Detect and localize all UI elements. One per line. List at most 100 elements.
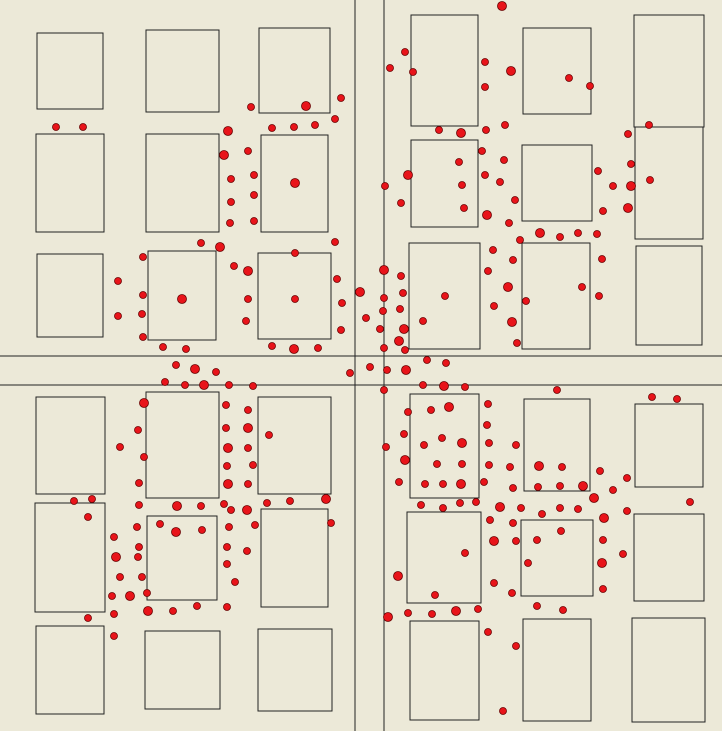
incident-marker[interactable] bbox=[244, 480, 252, 488]
incident-marker[interactable] bbox=[379, 265, 389, 275]
incident-marker[interactable] bbox=[382, 443, 390, 451]
incident-marker[interactable] bbox=[478, 147, 486, 155]
incident-marker[interactable] bbox=[88, 495, 96, 503]
incident-marker[interactable] bbox=[686, 498, 694, 506]
incident-marker[interactable] bbox=[135, 543, 143, 551]
incident-marker[interactable] bbox=[509, 484, 517, 492]
incident-marker[interactable] bbox=[125, 591, 135, 601]
incident-marker[interactable] bbox=[495, 502, 505, 512]
incident-marker[interactable] bbox=[594, 167, 602, 175]
incident-marker[interactable] bbox=[627, 160, 635, 168]
incident-marker[interactable] bbox=[110, 632, 118, 640]
incident-marker[interactable] bbox=[599, 585, 607, 593]
incident-marker[interactable] bbox=[593, 230, 601, 238]
incident-marker[interactable] bbox=[380, 344, 388, 352]
incident-marker[interactable] bbox=[484, 400, 492, 408]
incident-marker[interactable] bbox=[244, 295, 252, 303]
incident-marker[interactable] bbox=[156, 520, 164, 528]
incident-marker[interactable] bbox=[181, 381, 189, 389]
incident-marker[interactable] bbox=[433, 460, 441, 468]
incident-marker[interactable] bbox=[444, 402, 454, 412]
incident-marker[interactable] bbox=[485, 461, 493, 469]
incident-marker[interactable] bbox=[251, 521, 259, 529]
incident-marker[interactable] bbox=[227, 506, 235, 514]
incident-marker[interactable] bbox=[442, 359, 450, 367]
incident-marker[interactable] bbox=[455, 158, 463, 166]
incident-marker[interactable] bbox=[534, 483, 542, 491]
incident-marker[interactable] bbox=[383, 612, 393, 622]
incident-marker[interactable] bbox=[441, 292, 449, 300]
incident-marker[interactable] bbox=[366, 363, 374, 371]
incident-marker[interactable] bbox=[84, 614, 92, 622]
incident-marker[interactable] bbox=[383, 366, 391, 374]
incident-marker[interactable] bbox=[409, 68, 417, 76]
incident-marker[interactable] bbox=[116, 573, 124, 581]
incident-marker[interactable] bbox=[197, 239, 205, 247]
incident-marker[interactable] bbox=[114, 277, 122, 285]
incident-marker[interactable] bbox=[199, 380, 209, 390]
incident-marker[interactable] bbox=[489, 536, 499, 546]
incident-marker[interactable] bbox=[556, 482, 564, 490]
incident-marker[interactable] bbox=[223, 462, 231, 470]
incident-marker[interactable] bbox=[399, 289, 407, 297]
incident-marker[interactable] bbox=[481, 83, 489, 91]
incident-marker[interactable] bbox=[439, 504, 447, 512]
incident-marker[interactable] bbox=[397, 272, 405, 280]
incident-marker[interactable] bbox=[250, 217, 258, 225]
incident-marker[interactable] bbox=[645, 121, 653, 129]
incident-marker[interactable] bbox=[435, 126, 443, 134]
incident-marker[interactable] bbox=[490, 302, 498, 310]
incident-marker[interactable] bbox=[140, 453, 148, 461]
incident-marker[interactable] bbox=[480, 478, 488, 486]
incident-marker[interactable] bbox=[460, 204, 468, 212]
incident-marker[interactable] bbox=[403, 170, 413, 180]
incident-marker[interactable] bbox=[578, 283, 586, 291]
incident-marker[interactable] bbox=[172, 501, 182, 511]
incident-marker[interactable] bbox=[506, 66, 516, 76]
incident-marker[interactable] bbox=[223, 560, 231, 568]
incident-marker[interactable] bbox=[508, 589, 516, 597]
incident-marker[interactable] bbox=[507, 317, 517, 327]
incident-marker[interactable] bbox=[533, 602, 541, 610]
incident-marker[interactable] bbox=[197, 502, 205, 510]
incident-marker[interactable] bbox=[535, 228, 545, 238]
incident-marker[interactable] bbox=[609, 182, 617, 190]
incident-marker[interactable] bbox=[423, 356, 431, 364]
incident-marker[interactable] bbox=[139, 291, 147, 299]
incident-marker[interactable] bbox=[134, 426, 142, 434]
incident-marker[interactable] bbox=[169, 607, 177, 615]
incident-marker[interactable] bbox=[595, 292, 603, 300]
incident-marker[interactable] bbox=[558, 463, 566, 471]
incident-marker[interactable] bbox=[439, 480, 447, 488]
incident-marker[interactable] bbox=[439, 381, 449, 391]
incident-marker[interactable] bbox=[243, 547, 251, 555]
incident-marker[interactable] bbox=[135, 479, 143, 487]
incident-marker[interactable] bbox=[111, 552, 121, 562]
incident-marker[interactable] bbox=[291, 295, 299, 303]
incident-marker[interactable] bbox=[331, 238, 339, 246]
incident-marker[interactable] bbox=[512, 441, 520, 449]
incident-marker[interactable] bbox=[499, 707, 507, 715]
incident-marker[interactable] bbox=[574, 229, 582, 237]
incident-marker[interactable] bbox=[472, 498, 480, 506]
incident-marker[interactable] bbox=[198, 526, 206, 534]
incident-marker[interactable] bbox=[458, 460, 466, 468]
incident-marker[interactable] bbox=[485, 439, 493, 447]
incident-marker[interactable] bbox=[538, 510, 546, 518]
incident-marker[interactable] bbox=[52, 123, 60, 131]
incident-marker[interactable] bbox=[289, 344, 299, 354]
incident-marker[interactable] bbox=[501, 121, 509, 129]
incident-marker[interactable] bbox=[400, 455, 410, 465]
incident-marker[interactable] bbox=[171, 527, 181, 537]
incident-marker[interactable] bbox=[556, 233, 564, 241]
incident-marker[interactable] bbox=[242, 317, 250, 325]
incident-marker[interactable] bbox=[597, 558, 607, 568]
incident-marker[interactable] bbox=[553, 386, 561, 394]
incident-marker[interactable] bbox=[623, 507, 631, 515]
incident-marker[interactable] bbox=[220, 500, 228, 508]
incident-marker[interactable] bbox=[461, 383, 469, 391]
incident-marker[interactable] bbox=[506, 463, 514, 471]
incident-marker[interactable] bbox=[231, 578, 239, 586]
incident-marker[interactable] bbox=[291, 249, 299, 257]
incident-marker[interactable] bbox=[212, 368, 220, 376]
